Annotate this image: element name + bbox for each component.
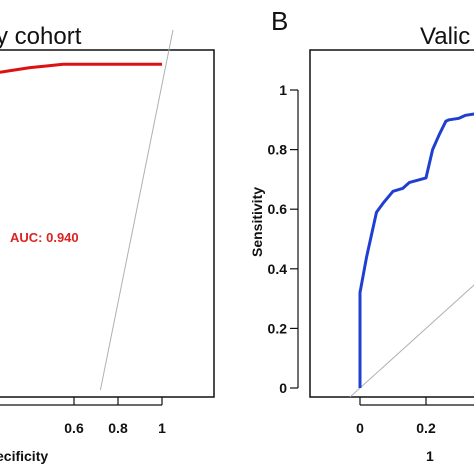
right-x-axis-label: 1 (426, 448, 434, 464)
left-x-ticks: 0.6 0.8 1 (0, 397, 166, 436)
right-panel-title: Valic (420, 23, 470, 50)
left-roc-panel: y cohort AUC: 0.940 0.6 0.8 1 ecificity (0, 23, 215, 464)
right-y-axis-label: Sensitivity (249, 187, 265, 257)
right-roc-curves (358, 112, 474, 388)
left-x-axis-label: ecificity (0, 448, 48, 464)
right-x-tick-label: 0.2 (416, 420, 436, 436)
auc-annotation: AUC: 0.940 (10, 230, 79, 245)
left-plot-frame (0, 49, 215, 398)
right-roc-panel: B Valic 0 0.2 0.4 0.6 0.8 1 0 0.2 0.4 Sensitivi… (249, 6, 474, 464)
right-x-tick-label: 0 (356, 420, 364, 436)
left-roc-curve (0, 62, 162, 74)
panel-letter-b: B (271, 6, 288, 36)
right-reference-diagonal (349, 284, 474, 398)
right-y-tick-label: 0.8 (268, 142, 288, 158)
left-x-tick-label: 0.6 (64, 420, 84, 436)
right-y-tick-label: 0.2 (268, 320, 288, 336)
right-y-tick-label: 0 (279, 380, 287, 396)
right-roc-series-0 (358, 112, 474, 388)
right-y-tick-label: 0.6 (268, 201, 288, 217)
right-y-tick-label: 1 (279, 82, 287, 98)
left-x-tick-label: 1 (158, 420, 166, 436)
left-x-tick-label: 0.8 (108, 420, 128, 436)
right-x-ticks: 00.20.4 (356, 397, 474, 436)
left-panel-title: y cohort (0, 23, 82, 50)
right-y-ticks: 0 0.2 0.4 0.6 0.8 1 (268, 82, 299, 396)
left-reference-diagonal (99, 29, 174, 391)
right-y-tick-label: 0.4 (268, 261, 288, 277)
right-plot-frame (309, 49, 474, 398)
